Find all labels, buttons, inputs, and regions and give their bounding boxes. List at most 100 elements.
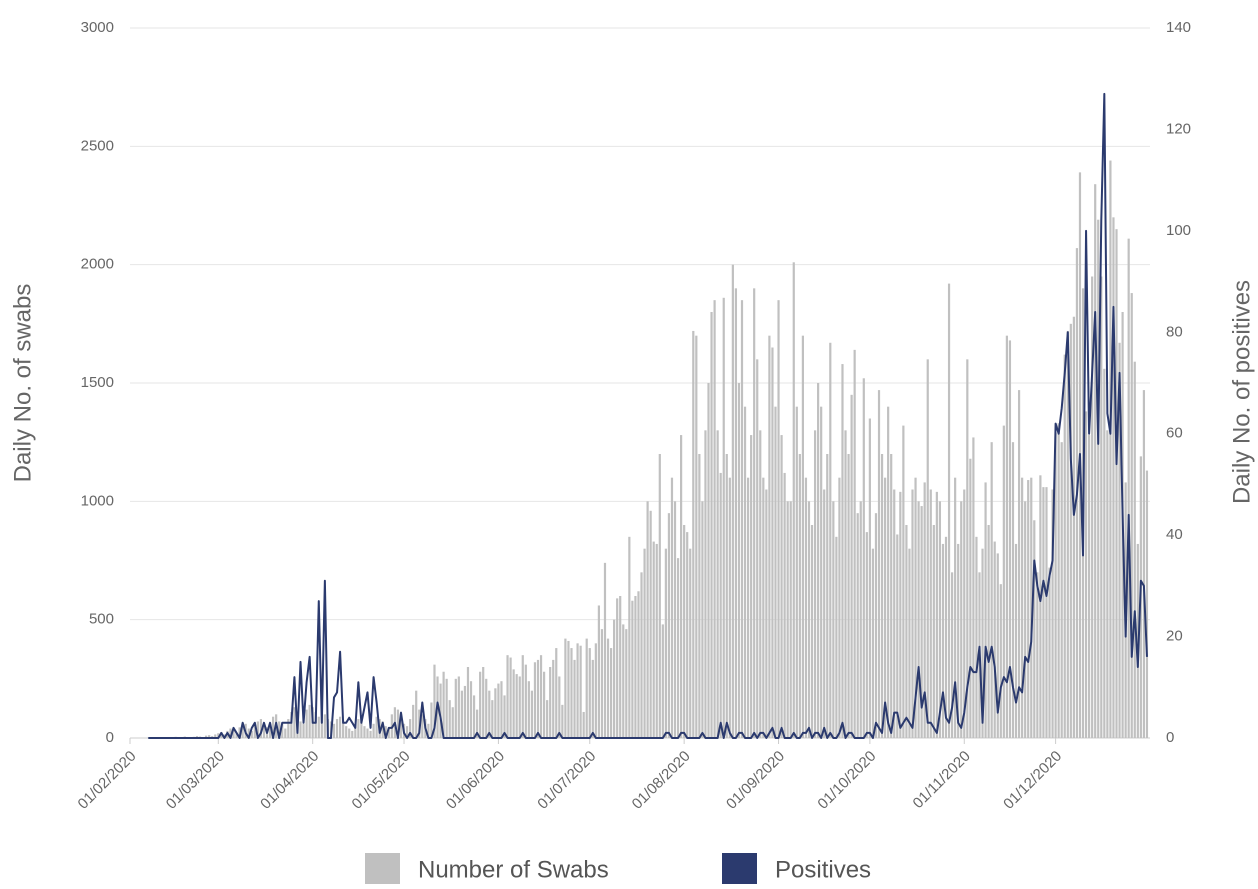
bar xyxy=(656,544,658,738)
bar xyxy=(1018,390,1020,738)
bar xyxy=(1042,487,1044,738)
bar xyxy=(890,454,892,738)
bar xyxy=(805,478,807,738)
bar xyxy=(674,501,676,738)
bar xyxy=(762,478,764,738)
bar xyxy=(665,549,667,738)
bar xyxy=(887,407,889,738)
bar xyxy=(1115,229,1117,738)
y-axis-title: Daily No. of swabs xyxy=(9,284,36,483)
bar xyxy=(628,537,630,738)
bar xyxy=(1021,478,1023,738)
bar xyxy=(741,300,743,738)
bar xyxy=(595,643,597,738)
bar xyxy=(622,624,624,738)
bar xyxy=(988,525,990,738)
bar xyxy=(561,705,563,738)
bar xyxy=(558,676,560,738)
bar xyxy=(1045,487,1047,738)
bar xyxy=(774,407,776,738)
bar xyxy=(366,729,368,738)
bar xyxy=(917,501,919,738)
y-tick-label: 2500 xyxy=(81,137,114,154)
bar xyxy=(461,691,463,738)
bar xyxy=(1085,411,1087,738)
bar xyxy=(793,262,795,738)
bar xyxy=(470,681,472,738)
bar xyxy=(841,364,843,738)
bar xyxy=(525,665,527,738)
bar xyxy=(780,435,782,738)
bar xyxy=(1112,217,1114,738)
bar xyxy=(360,721,362,738)
bar xyxy=(878,390,880,738)
bar xyxy=(707,383,709,738)
bar xyxy=(860,501,862,738)
bar xyxy=(905,525,907,738)
bar xyxy=(729,478,731,738)
bar xyxy=(1003,426,1005,738)
bar xyxy=(610,648,612,738)
bar xyxy=(607,639,609,738)
bar xyxy=(771,348,773,739)
x-tick-label: 01/04/2020 xyxy=(257,748,322,813)
bar xyxy=(1106,430,1108,738)
bar xyxy=(808,501,810,738)
legend-label: Number of Swabs xyxy=(418,856,609,883)
bar xyxy=(318,717,320,738)
bar xyxy=(933,525,935,738)
bar xyxy=(506,655,508,738)
bar xyxy=(753,288,755,738)
bar xyxy=(412,705,414,738)
x-tick-label: 01/12/2020 xyxy=(1000,748,1065,813)
y2-tick-label: 20 xyxy=(1166,628,1183,645)
bar xyxy=(698,454,700,738)
bar xyxy=(738,383,740,738)
bar xyxy=(528,681,530,738)
bar xyxy=(820,407,822,738)
bar xyxy=(537,660,539,738)
bar xyxy=(555,648,557,738)
bar xyxy=(692,331,694,738)
bar xyxy=(467,667,469,738)
bar xyxy=(984,482,986,738)
bar xyxy=(302,724,304,738)
bar xyxy=(677,558,679,738)
bar xyxy=(576,643,578,738)
bar xyxy=(625,629,627,738)
bar xyxy=(768,336,770,738)
y2-tick-label: 40 xyxy=(1166,526,1183,543)
x-tick-label: 01/05/2020 xyxy=(349,748,414,813)
x-tick-label: 01/03/2020 xyxy=(163,748,228,813)
bar xyxy=(881,454,883,738)
bar xyxy=(570,648,572,738)
bar xyxy=(811,525,813,738)
y2-tick-label: 0 xyxy=(1166,729,1174,746)
bar xyxy=(1015,544,1017,738)
y2-tick-label: 80 xyxy=(1166,323,1183,340)
bar xyxy=(473,695,475,738)
bar xyxy=(1109,161,1111,738)
bar xyxy=(750,435,752,738)
bar xyxy=(671,478,673,738)
bar xyxy=(534,662,536,738)
bar xyxy=(491,700,493,738)
bar xyxy=(500,681,502,738)
legend-label: Positives xyxy=(775,856,871,883)
bar xyxy=(659,454,661,738)
bar xyxy=(866,532,868,738)
bar xyxy=(567,641,569,738)
bar xyxy=(826,454,828,738)
bar xyxy=(573,660,575,738)
bar xyxy=(1134,362,1136,738)
legend-swatch xyxy=(722,853,757,884)
bar xyxy=(726,454,728,738)
bar xyxy=(710,312,712,738)
bar xyxy=(342,721,344,738)
bar xyxy=(875,513,877,738)
bar xyxy=(994,542,996,738)
bar xyxy=(899,492,901,738)
bar xyxy=(601,629,603,738)
bar xyxy=(546,700,548,738)
